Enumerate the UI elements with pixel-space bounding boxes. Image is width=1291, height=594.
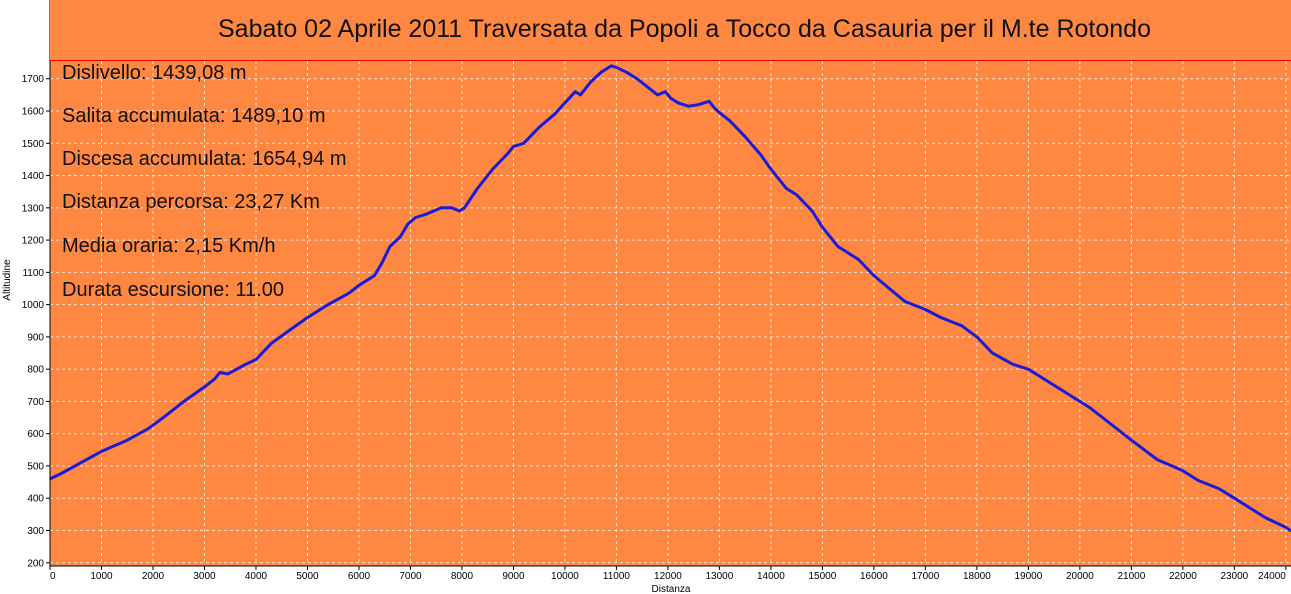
x-tick-label: 10000: [551, 571, 579, 582]
y-axis-ticks: 200 300 400 500 600 700 800 900 1000 1100 1200 1300…: [22, 74, 50, 569]
y-tick-label: 800: [27, 365, 44, 376]
chart-title: Sabato 02 Aprile 2011 Traversata da Popo…: [218, 14, 1151, 43]
x-tick-label: 21000: [1117, 571, 1145, 582]
stat-distanza-percorsa: Distanza percorsa: 23,27 Km: [62, 191, 320, 213]
x-tick-label: 4000: [245, 571, 268, 582]
stat-media-oraria: Media oraria: 2,15 Km/h: [62, 235, 276, 257]
x-tick-label: 6000: [348, 571, 371, 582]
x-tick-label: 5000: [296, 571, 319, 582]
stat-salita-accumulata: Salita accumulata: 1489,10 m: [62, 105, 326, 127]
x-tick-label: 13000: [706, 571, 734, 582]
y-tick-label: 300: [27, 526, 44, 537]
y-tick-label: 200: [27, 558, 44, 569]
y-tick-label: 1300: [22, 203, 45, 214]
y-tick-label: 400: [27, 494, 44, 505]
x-tick-label: 19000: [1014, 571, 1042, 582]
x-tick-label: 15000: [809, 571, 837, 582]
x-tick-label: 12000: [654, 571, 682, 582]
stat-dislivello: Dislivello: 1439,08 m: [62, 62, 247, 84]
x-axis-ticks: 0 1000 2000 3000 4000 5000 6000 7000 8000 9000 100…: [49, 566, 1287, 582]
x-tick-label: 20000: [1066, 571, 1094, 582]
title-banner: Sabato 02 Aprile 2011 Traversata da Popo…: [50, 0, 1291, 61]
x-tick-label: 8000: [451, 571, 474, 582]
x-tick-label: 22000: [1169, 571, 1197, 582]
x-tick-label: 18000: [963, 571, 991, 582]
x-tick-label: 11000: [603, 571, 631, 582]
x-tick-label: 3000: [193, 571, 216, 582]
x-tick-label: 23000: [1220, 571, 1248, 582]
y-tick-label: 1000: [22, 300, 45, 311]
y-tick-label: 500: [27, 461, 44, 472]
x-tick-label: 16000: [860, 571, 888, 582]
y-tick-label: 1400: [22, 171, 45, 182]
x-tick-label: 0: [50, 571, 56, 582]
x-tick-label: 7000: [399, 571, 422, 582]
x-tick-label: 1000: [90, 571, 113, 582]
y-tick-label: 600: [27, 429, 44, 440]
y-tick-label: 1500: [22, 139, 45, 150]
stat-discesa-accumulata: Discesa accumulata: 1654,94 m: [62, 148, 347, 170]
x-tick-label: 2000: [142, 571, 165, 582]
plot-background: [50, 61, 1291, 566]
y-axis-title: Altitudine: [2, 259, 13, 301]
y-tick-label: 700: [27, 397, 44, 408]
x-axis-title: Distanza: [652, 584, 691, 594]
y-tick-label: 900: [27, 332, 44, 343]
y-tick-label: 1700: [22, 74, 45, 85]
y-tick-label: 1100: [22, 268, 44, 279]
x-tick-label: 24000: [1258, 571, 1286, 582]
y-tick-label: 1600: [22, 107, 45, 118]
x-tick-label: 9000: [502, 571, 525, 582]
elevation-profile-line: [49, 64, 1291, 533]
stat-durata-escursione: Durata escursione: 11.00: [62, 279, 284, 301]
y-tick-label: 1200: [22, 236, 45, 247]
x-tick-label: 14000: [757, 571, 785, 582]
grid-lines: [49, 61, 1291, 566]
x-tick-label: 17000: [911, 571, 939, 582]
